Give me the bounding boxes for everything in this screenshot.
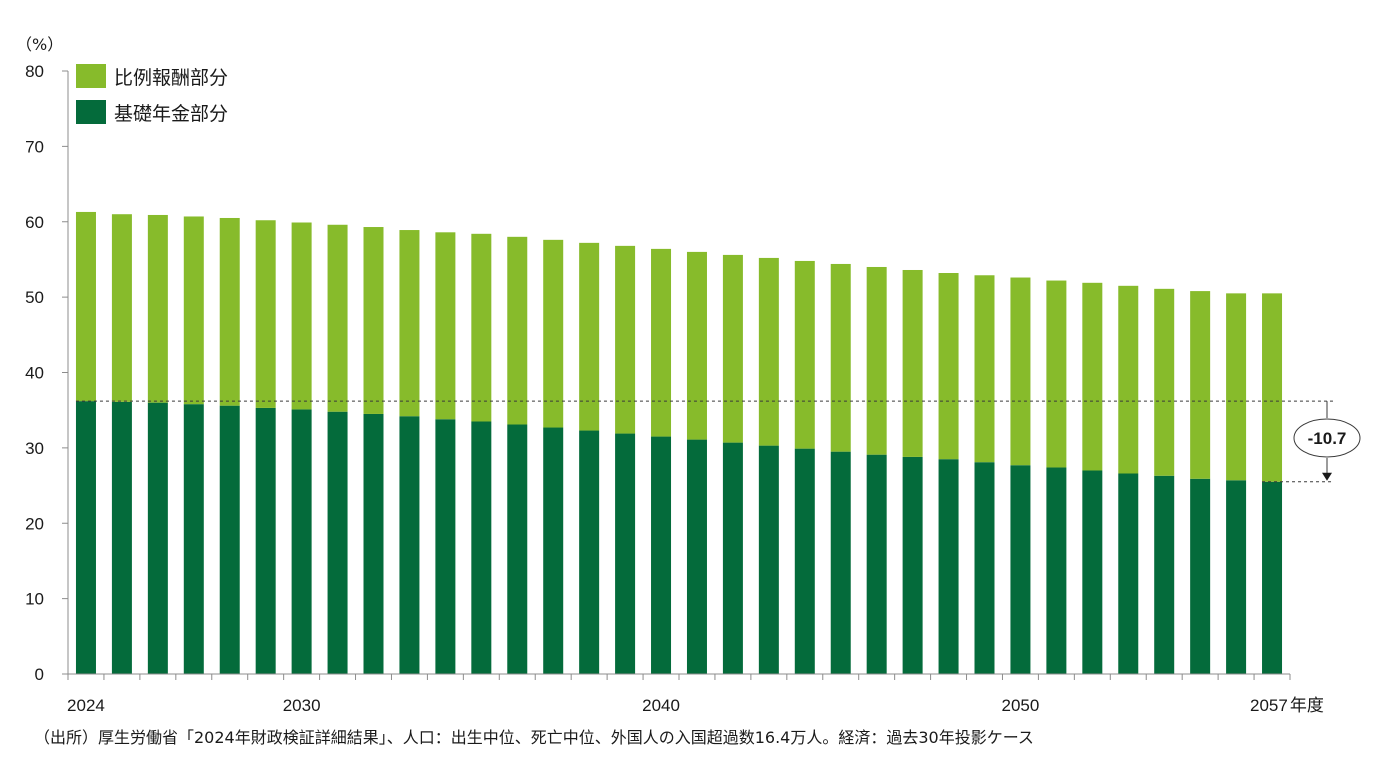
bar-segment-basic-pension	[399, 416, 420, 674]
bar-segment-basic-pension	[938, 459, 959, 674]
x-tick-label: 2024	[67, 696, 105, 715]
x-axis-unit-suffix: 年度	[1290, 696, 1324, 716]
bar-segment-basic-pension	[219, 405, 240, 674]
bar-segment-earnings-related	[686, 251, 707, 440]
y-axis: 0 10 20 30 40 50 60 70 80	[25, 62, 69, 684]
bar-segment-earnings-related	[1118, 285, 1139, 474]
bar-segment-basic-pension	[1046, 467, 1067, 674]
bar-segment-earnings-related	[363, 227, 384, 414]
bar-segment-earnings-related	[111, 214, 132, 402]
difference-annotation: -10.7	[75, 400, 1361, 483]
bar-segment-earnings-related	[327, 224, 348, 412]
bar-segment-earnings-related	[758, 257, 779, 446]
bar-segment-basic-pension	[1262, 481, 1283, 674]
annotation-bubble	[1293, 418, 1361, 458]
bar-segment-basic-pension	[579, 430, 600, 674]
x-axis: 2024 2030 2040 2050 2057 年度	[67, 673, 1324, 716]
bar-segment-earnings-related	[435, 232, 456, 420]
bar-segment-basic-pension	[435, 419, 456, 674]
bar-segment-basic-pension	[1226, 480, 1247, 674]
bar-segment-basic-pension	[147, 402, 168, 674]
bar-segment-earnings-related	[507, 236, 528, 425]
bar-segment-earnings-related	[399, 230, 420, 417]
bar-segment-earnings-related	[291, 222, 312, 410]
bar-segment-earnings-related	[219, 217, 240, 406]
x-tick-label: 2050	[1002, 696, 1040, 715]
bar-segment-earnings-related	[938, 273, 959, 460]
bar-segment-basic-pension	[1154, 475, 1175, 674]
bar-segment-basic-pension	[974, 462, 995, 674]
legend-label: 比例報酬部分	[114, 67, 228, 89]
y-tick-label: 70	[25, 137, 44, 156]
x-tick-label: 2030	[283, 696, 321, 715]
bar-segment-earnings-related	[1226, 293, 1247, 481]
bar-segment-basic-pension	[794, 448, 815, 674]
annotation-arrowhead-icon	[1322, 472, 1332, 481]
bar-segment-earnings-related	[722, 254, 743, 443]
bar-segment-basic-pension	[363, 413, 384, 674]
bar-segment-earnings-related	[902, 269, 923, 457]
y-tick-label: 10	[25, 590, 44, 609]
bars-group	[75, 211, 1283, 674]
bar-segment-basic-pension	[543, 427, 564, 674]
bar-segment-earnings-related	[651, 248, 672, 437]
bar-segment-earnings-related	[1010, 277, 1031, 466]
bar-segment-earnings-related	[615, 245, 636, 434]
y-tick-label: 30	[25, 439, 44, 458]
bar-segment-basic-pension	[686, 439, 707, 674]
y-tick-label: 20	[25, 514, 44, 533]
bar-segment-earnings-related	[974, 275, 995, 463]
bar-segment-basic-pension	[507, 424, 528, 674]
legend-swatch	[76, 64, 106, 88]
y-tick-label: 40	[25, 364, 44, 383]
bar-segment-earnings-related	[255, 220, 276, 408]
bar-segment-earnings-related	[1154, 288, 1175, 476]
bar-segment-earnings-related	[866, 266, 887, 455]
bar-segment-basic-pension	[1010, 465, 1031, 674]
y-axis-unit-label: （%）	[16, 35, 63, 54]
bar-segment-basic-pension	[758, 445, 779, 674]
x-tick-label: 2040	[642, 696, 680, 715]
bar-segment-basic-pension	[902, 456, 923, 674]
bar-segment-basic-pension	[1190, 478, 1211, 674]
y-tick-label: 80	[25, 62, 44, 81]
bar-segment-basic-pension	[471, 421, 492, 674]
y-tick-label: 60	[25, 213, 44, 232]
bar-segment-earnings-related	[579, 242, 600, 431]
bar-segment-earnings-related	[183, 216, 204, 405]
bar-segment-basic-pension	[722, 442, 743, 674]
bar-segment-earnings-related	[1190, 291, 1211, 479]
bar-segment-basic-pension	[1118, 473, 1139, 674]
bar-segment-earnings-related	[1046, 280, 1067, 468]
bar-segment-basic-pension	[1082, 470, 1103, 674]
bar-segment-basic-pension	[651, 436, 672, 674]
x-tick-label: 2057 年度	[1250, 696, 1324, 716]
bar-segment-basic-pension	[111, 401, 132, 674]
bar-segment-earnings-related	[147, 214, 168, 403]
bar-segment-basic-pension	[255, 407, 276, 674]
bar-segment-basic-pension	[183, 404, 204, 674]
source-note: （出所）厚生労働省「2024年財政検証詳細結果」、人口：出生中位、死亡中位、外国…	[34, 728, 1034, 747]
bar-segment-earnings-related	[75, 211, 96, 402]
bar-segment-earnings-related	[1082, 282, 1103, 471]
legend-label: 基礎年金部分	[114, 103, 228, 125]
bar-segment-basic-pension	[75, 401, 96, 674]
bar-segment-basic-pension	[866, 454, 887, 674]
bar-segment-earnings-related	[830, 263, 851, 452]
bar-segment-earnings-related	[543, 239, 564, 428]
legend-swatch	[76, 100, 106, 124]
bar-segment-basic-pension	[291, 409, 312, 674]
y-tick-label: 50	[25, 288, 44, 307]
bar-segment-earnings-related	[794, 260, 815, 449]
bar-segment-basic-pension	[615, 433, 636, 674]
bar-segment-basic-pension	[830, 451, 851, 674]
bar-segment-basic-pension	[327, 411, 348, 674]
bar-segment-earnings-related	[1262, 293, 1283, 482]
y-tick-label: 0	[35, 665, 44, 684]
annotation-value: -10.7	[1308, 429, 1347, 448]
bar-segment-earnings-related	[471, 233, 492, 422]
